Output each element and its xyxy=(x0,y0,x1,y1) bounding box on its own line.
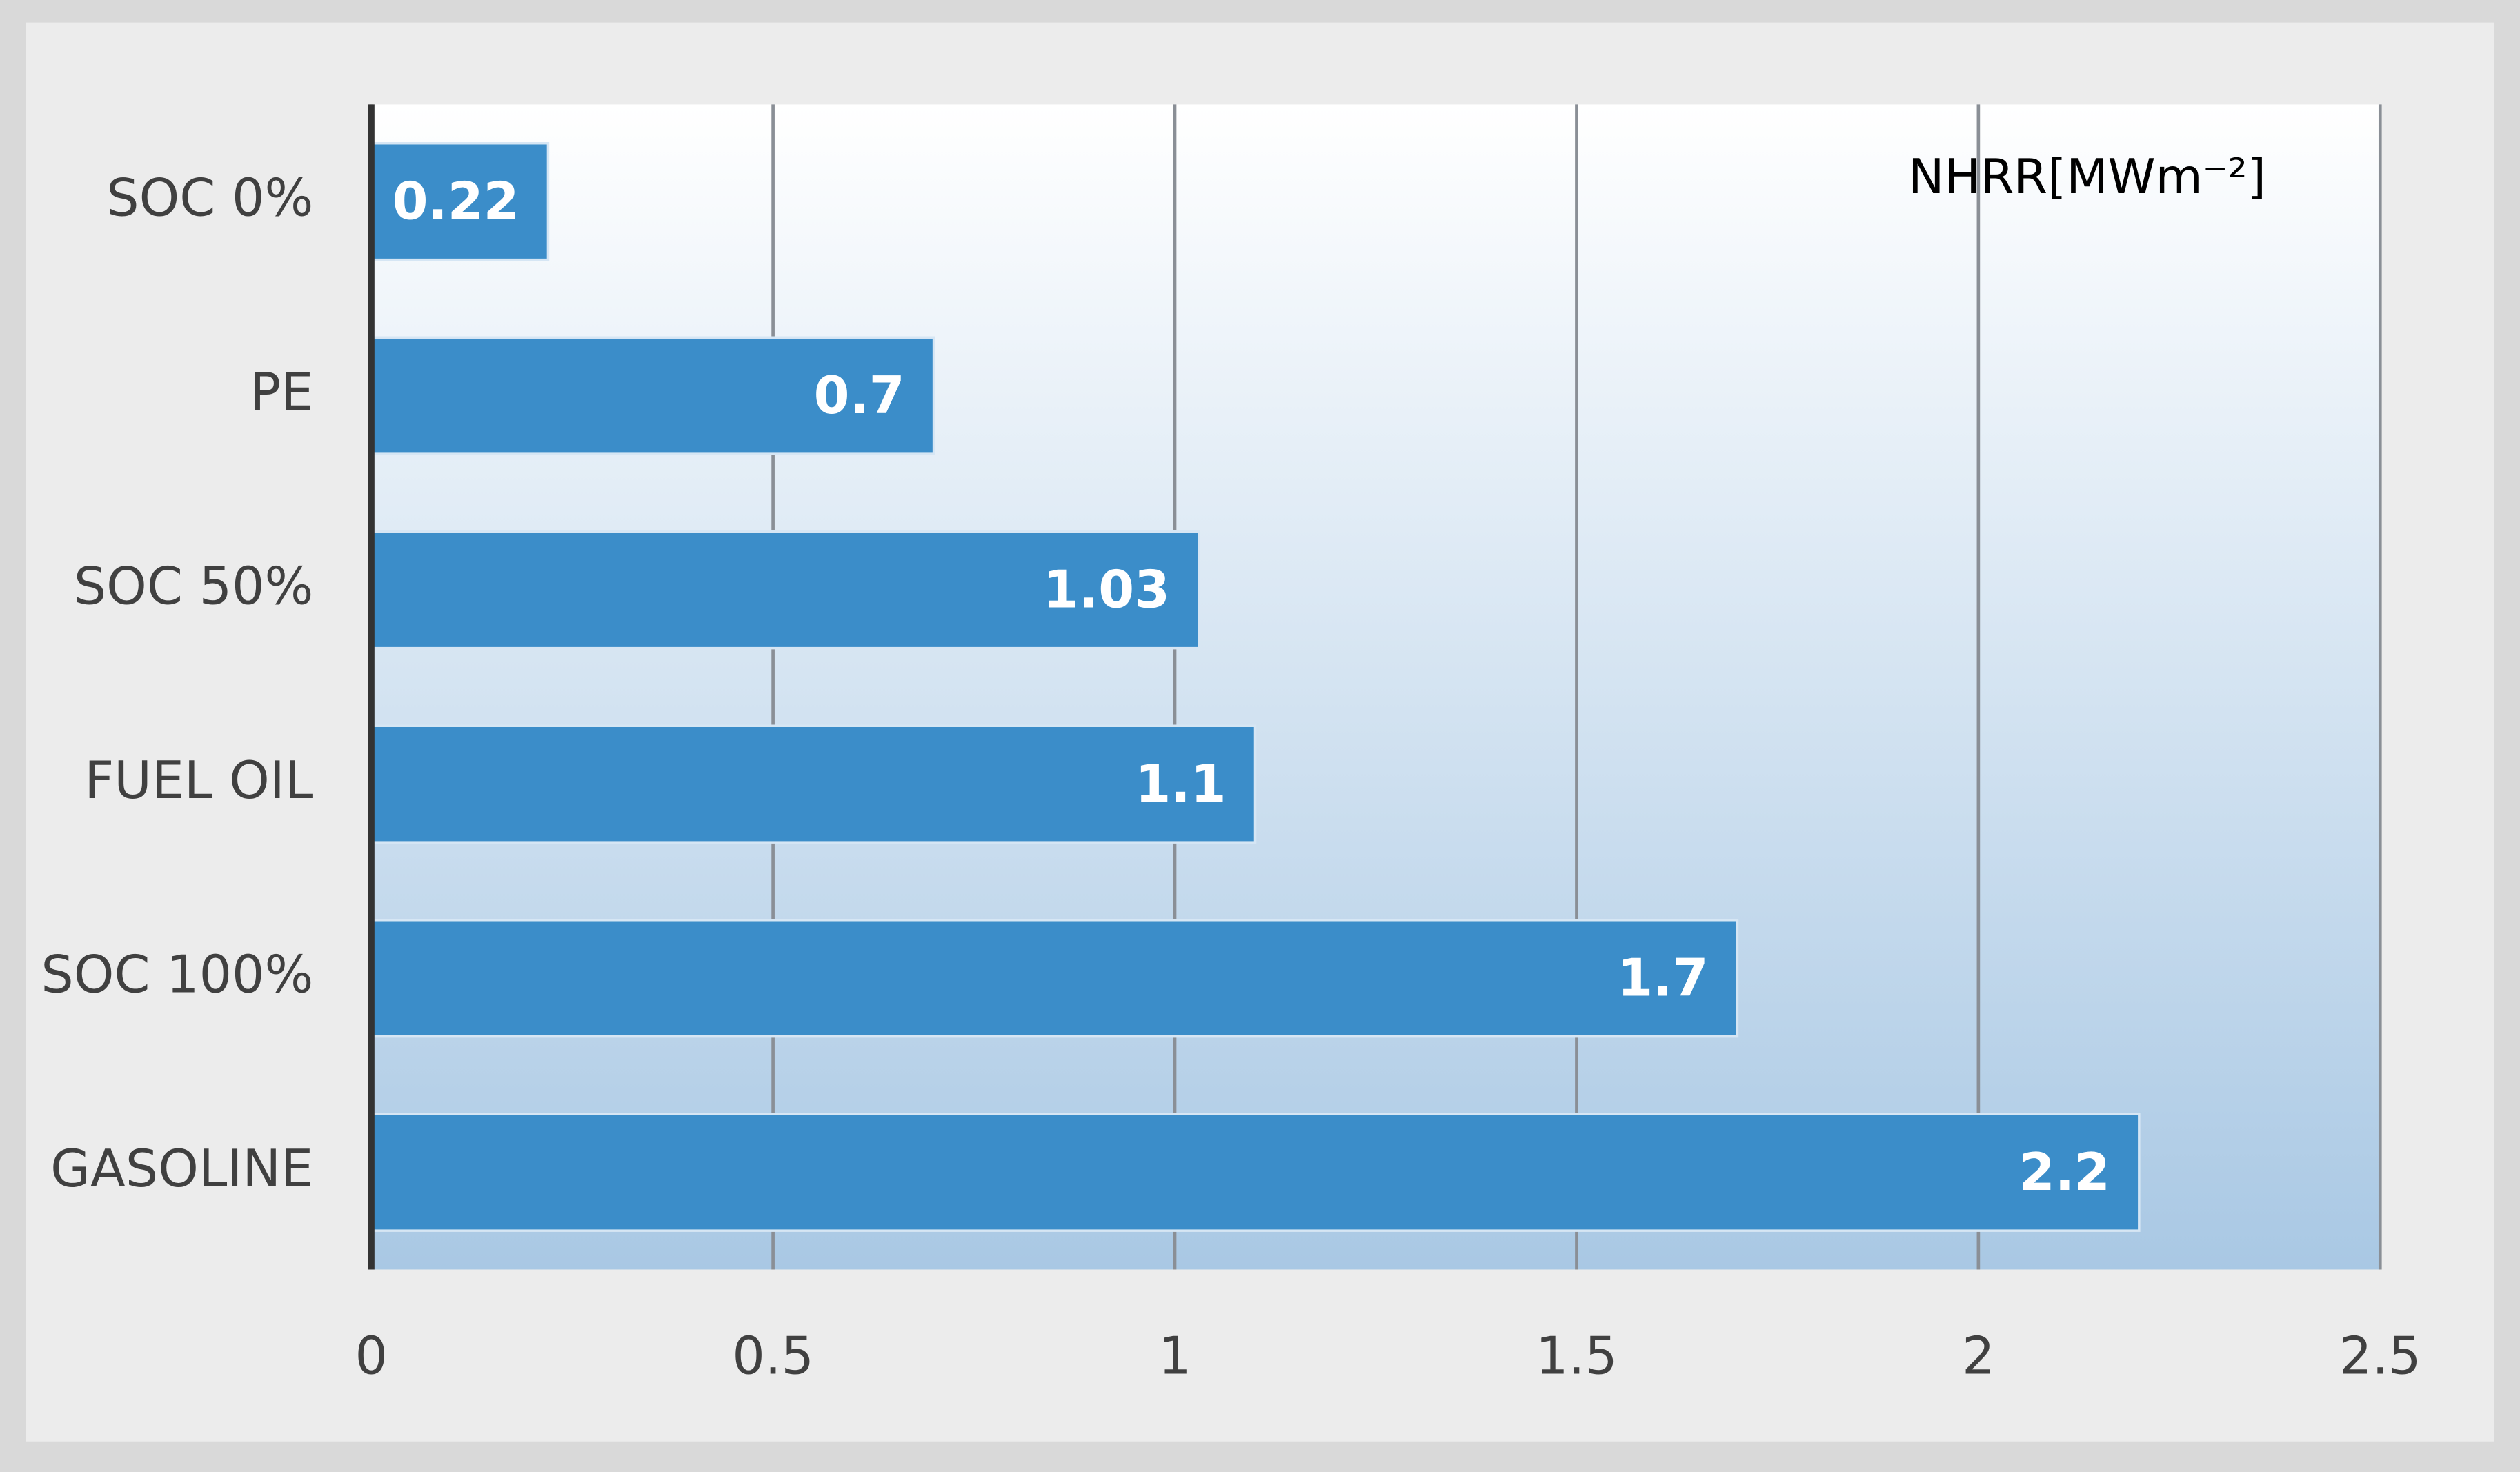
y-tick-label: SOC 0% xyxy=(106,168,313,228)
bar xyxy=(370,336,935,455)
bar xyxy=(370,141,550,261)
y-tick-label: SOC 50% xyxy=(74,557,313,617)
y-tick-label: PE xyxy=(250,362,313,422)
value-label: 1.03 xyxy=(1043,559,1170,619)
value-label: 1.7 xyxy=(1617,948,1708,1008)
value-label: 1.1 xyxy=(1135,754,1227,814)
y-tick-label: SOC 100% xyxy=(41,945,313,1005)
x-tick-label: 2 xyxy=(1962,1326,1994,1386)
value-label: 2.2 xyxy=(2019,1142,2110,1202)
x-tick-label: 1.5 xyxy=(1536,1326,1618,1386)
legend-label: NHRR[MWm⁻²] xyxy=(1908,149,2266,205)
value-label: 0.22 xyxy=(393,171,519,231)
value-label: 0.7 xyxy=(814,366,905,426)
x-tick-label: 0 xyxy=(355,1326,387,1386)
bar xyxy=(370,530,1200,650)
y-tick-label: FUEL OIL xyxy=(84,750,313,810)
bar xyxy=(370,724,1257,844)
bar xyxy=(370,919,1739,1038)
bar xyxy=(370,1113,2141,1232)
x-tick-label: 0.5 xyxy=(732,1326,814,1386)
plot-area xyxy=(371,104,2381,1270)
y-tick-label: GASOLINE xyxy=(50,1139,313,1199)
x-tick-label: 1 xyxy=(1158,1326,1191,1386)
x-tick-label: 2.5 xyxy=(2339,1326,2421,1386)
